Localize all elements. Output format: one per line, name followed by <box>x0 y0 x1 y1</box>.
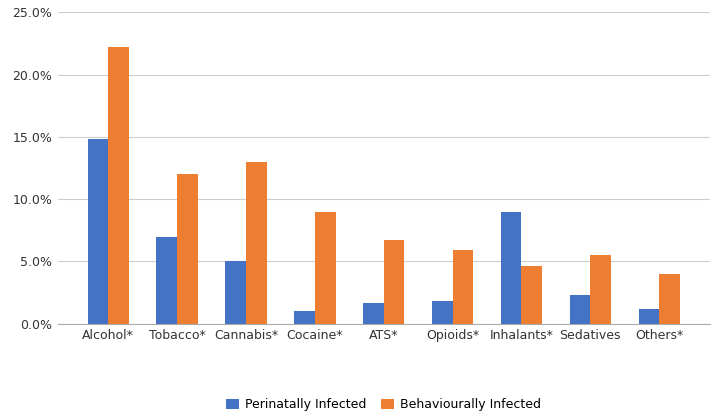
Bar <box>177 174 198 324</box>
Bar <box>108 47 129 324</box>
Bar <box>88 139 108 324</box>
Bar <box>384 240 405 324</box>
Bar <box>363 303 384 324</box>
Bar <box>660 274 680 324</box>
Bar <box>590 255 611 324</box>
Bar <box>294 311 315 324</box>
Legend: Perinatally Infected, Behaviourally Infected: Perinatally Infected, Behaviourally Infe… <box>227 398 541 411</box>
Bar <box>156 237 177 324</box>
Bar <box>639 309 660 324</box>
Bar <box>452 250 473 324</box>
Bar <box>501 212 521 324</box>
Bar <box>432 301 452 324</box>
Bar <box>570 295 590 324</box>
Bar <box>225 261 246 324</box>
Bar <box>521 266 542 324</box>
Bar <box>246 162 266 324</box>
Bar <box>315 212 335 324</box>
